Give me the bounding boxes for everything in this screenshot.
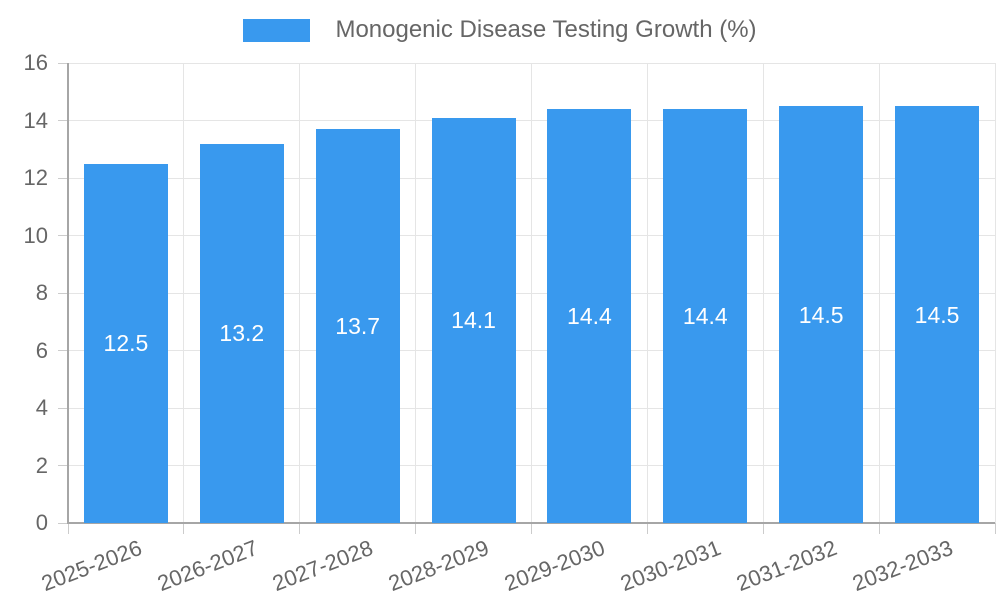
legend-swatch-icon: [243, 18, 311, 42]
bar-value-label: 14.5: [798, 301, 844, 328]
y-tick-label: 2: [35, 452, 48, 478]
y-tick-label: 12: [23, 165, 48, 190]
y-tick-label: 4: [35, 395, 48, 420]
bar: [779, 106, 864, 523]
x-tick-mark: [531, 523, 532, 534]
bar: [199, 143, 284, 523]
y-axis-line: [67, 63, 69, 523]
y-tick-mark: [58, 522, 68, 524]
x-tick-mark: [67, 523, 69, 534]
x-tick-label: 2029-2030: [501, 535, 609, 597]
x-tick-mark: [646, 523, 648, 534]
bar: [663, 109, 748, 523]
x-tick-mark: [994, 523, 996, 534]
v-gridline: [183, 63, 185, 523]
y-tick-mark: [58, 292, 68, 294]
legend: Monogenic Disease Testing Growth (%): [0, 16, 1000, 44]
y-tick-mark: [58, 465, 68, 466]
bar: [547, 109, 632, 523]
x-tick-mark: [878, 523, 880, 534]
y-tick-mark: [58, 235, 68, 236]
x-tick-mark: [415, 523, 417, 534]
legend-label: Monogenic Disease Testing Growth (%): [335, 16, 757, 43]
x-tick-label: 2031-2032: [732, 535, 841, 597]
y-tick-mark: [58, 120, 68, 121]
v-gridline: [299, 63, 301, 523]
bar-value-label: 13.2: [219, 320, 265, 347]
x-tick-label: 2026-2027: [153, 535, 261, 597]
y-tick-label: 6: [35, 337, 48, 363]
bar-value-label: 14.1: [451, 307, 496, 334]
bar-value-label: 13.7: [335, 313, 381, 340]
x-tick-mark: [299, 523, 301, 534]
bar: [315, 129, 400, 523]
bar: [83, 163, 168, 523]
v-gridline: [878, 63, 880, 523]
v-gridline: [531, 63, 532, 523]
x-tick-mark: [183, 523, 185, 534]
bar: [431, 117, 516, 523]
x-tick-mark: [762, 523, 764, 534]
bar-value-label: 14.5: [914, 301, 960, 328]
x-tick-label: 2032-2033: [848, 535, 957, 597]
bar: [895, 106, 980, 523]
x-tick-label: 2030-2031: [617, 535, 725, 597]
x-axis-line: [67, 522, 995, 524]
bar-value-label: 12.5: [103, 330, 149, 357]
x-tick-label: 2028-2029: [385, 535, 493, 597]
y-tick-mark: [58, 62, 68, 64]
v-gridline: [994, 63, 996, 523]
v-gridline: [762, 63, 764, 523]
y-tick-mark: [58, 350, 68, 351]
y-tick-label: 8: [35, 280, 48, 305]
v-gridline: [646, 63, 648, 523]
bar-value-label: 14.4: [567, 303, 612, 329]
y-tick-label: 0: [35, 510, 48, 535]
y-tick-mark: [58, 177, 68, 179]
y-tick-mark: [58, 407, 68, 409]
bar-value-label: 14.4: [682, 303, 728, 329]
x-tick-label: 2025-2026: [37, 535, 145, 597]
y-tick-label: 10: [23, 222, 48, 248]
y-tick-label: 16: [23, 50, 48, 75]
x-tick-label: 2027-2028: [269, 535, 377, 597]
y-tick-label: 14: [23, 107, 48, 133]
v-gridline: [415, 63, 417, 523]
